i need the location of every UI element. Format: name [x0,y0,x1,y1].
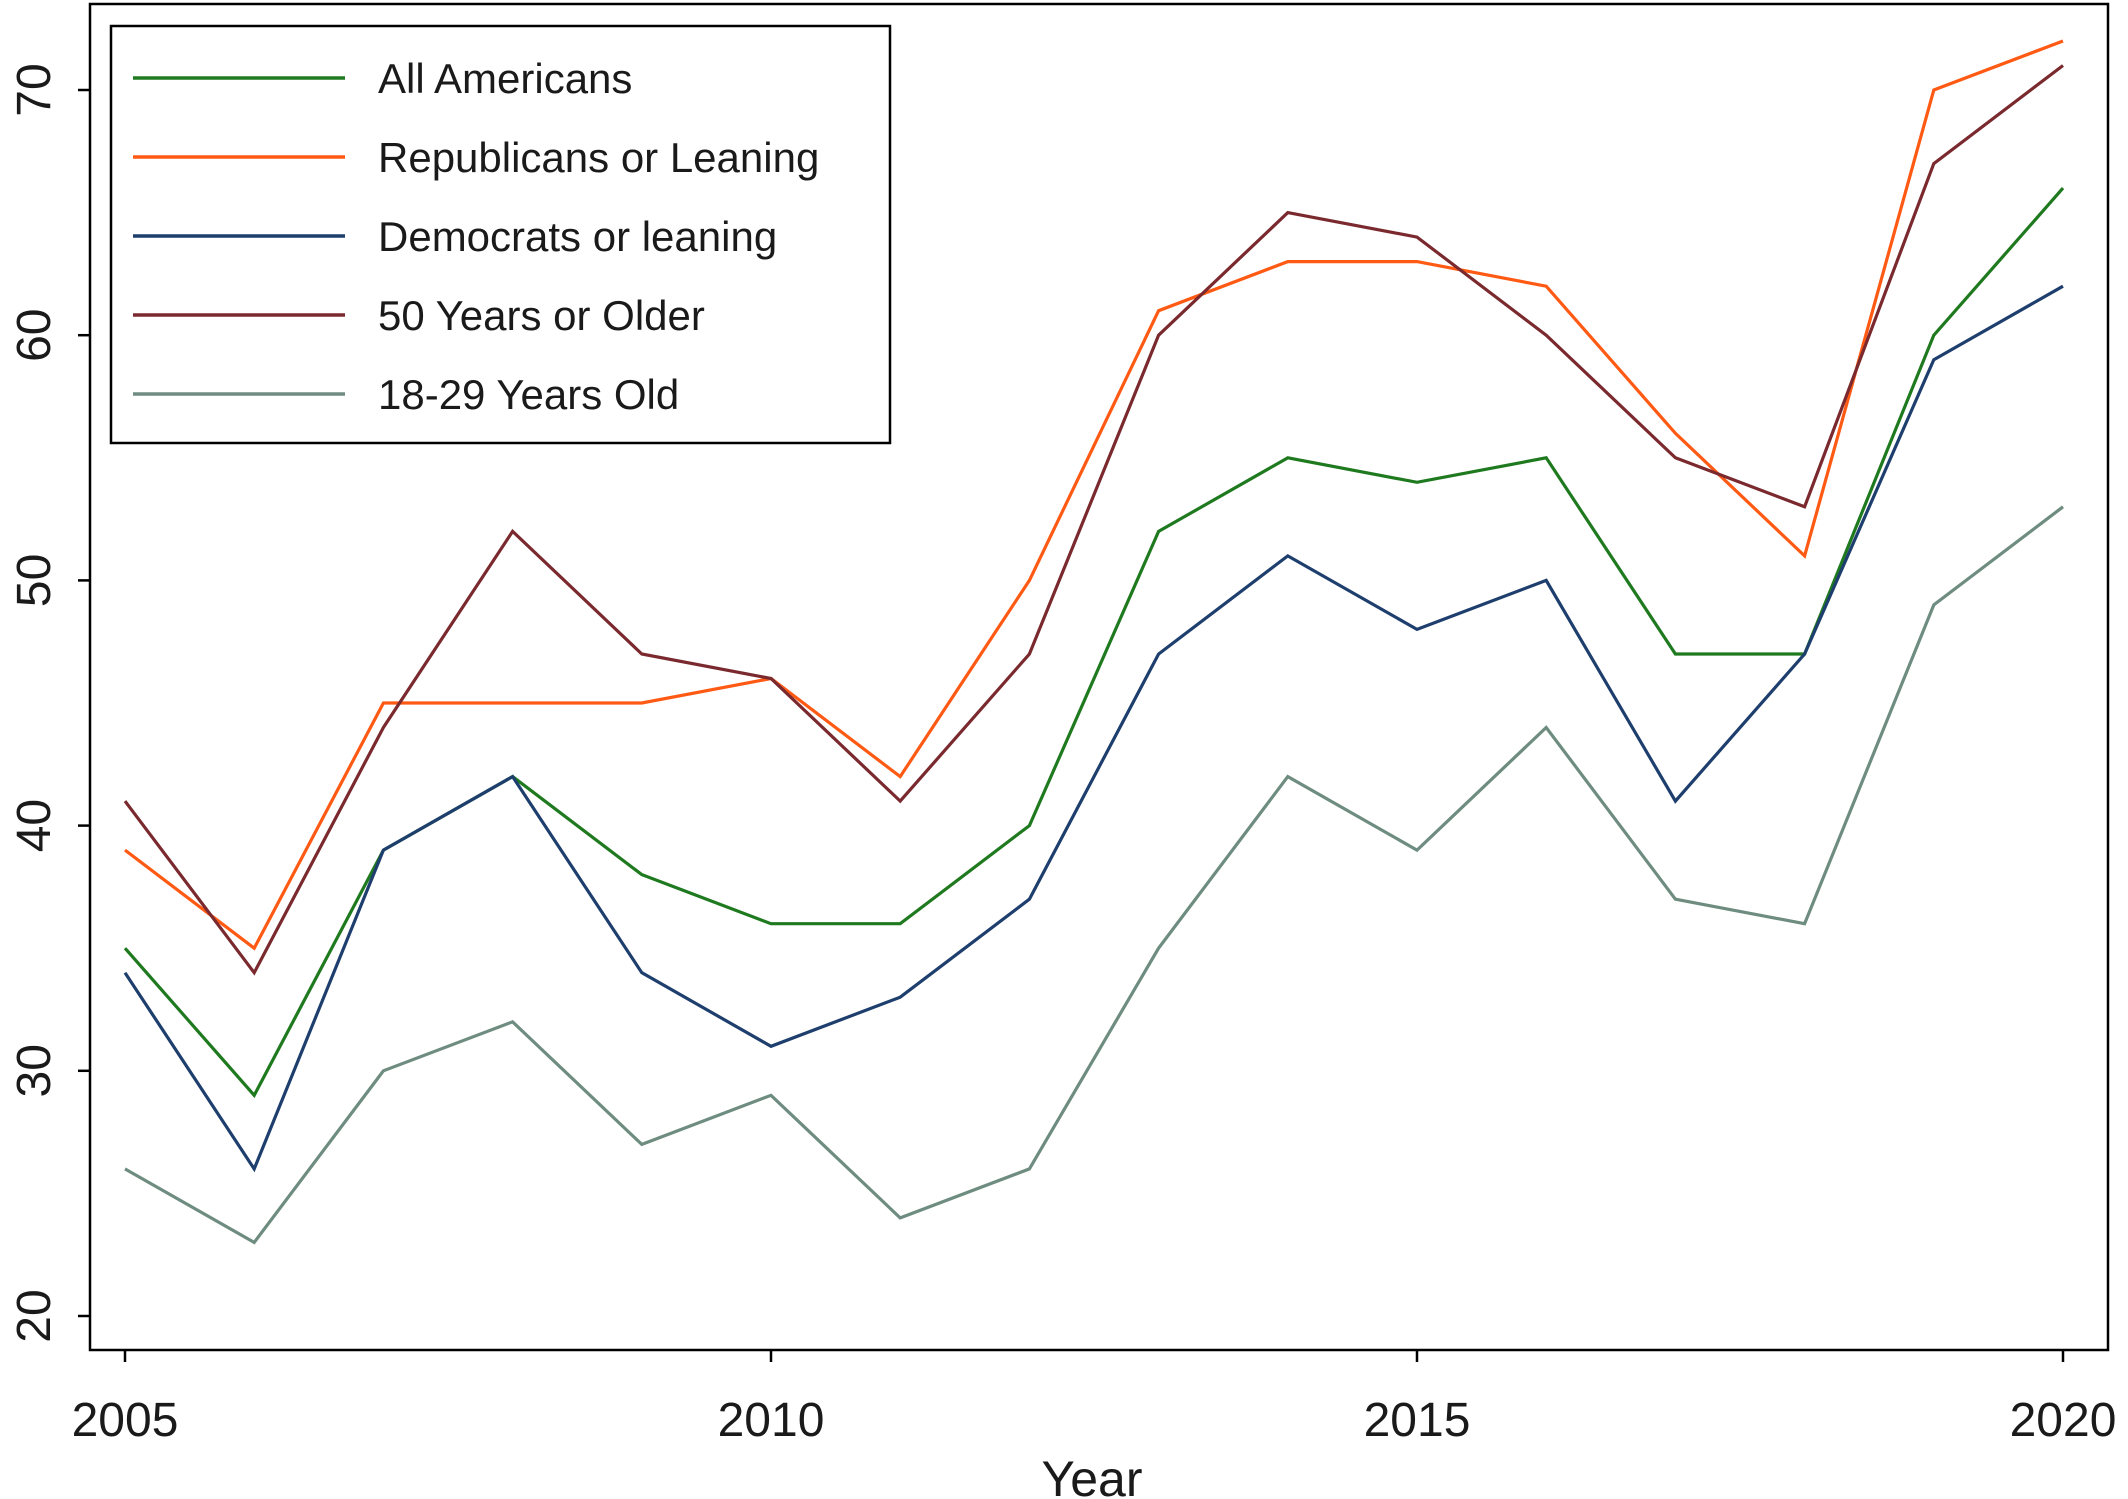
x-tick-label: 2010 [718,1394,825,1447]
series-layer [123,39,2065,1245]
y-axis-ticks: 20 30 40 50 60 70 [8,63,90,1343]
x-tick-label: 2005 [72,1394,179,1447]
x-tick-label: 2015 [1364,1394,1471,1447]
legend-label-2: Republicans or Leaning [378,134,819,181]
series-line-5 [124,505,2064,1245]
y-tick-label: 60 [8,309,61,362]
legend-label-5: 18-29 Years Old [378,371,679,418]
legend-label-1: All Americans [378,55,632,102]
y-tick-label: 50 [8,554,61,607]
legend-items: All Americans Republicans or Leaning Democ… [133,55,819,418]
legend: All Americans Republicans or Leaning Democ… [109,24,892,445]
series-line-4 [123,64,2064,976]
x-axis-ticks: 2005 2010 2015 2020 [72,1350,2117,1447]
x-tick-label: 2020 [2010,1394,2117,1447]
y-tick-label: 30 [8,1044,61,1097]
legend-label-4: 50 Years or Older [378,292,705,339]
series-line-3 [123,284,2064,1173]
y-tick-label: 40 [8,799,61,852]
x-axis-title: Year [1041,1451,1142,1499]
y-tick-label: 70 [8,63,61,116]
series-line-2 [124,39,2064,951]
y-tick-label: 20 [8,1289,61,1342]
legend-label-3: Democrats or leaning [378,213,777,260]
